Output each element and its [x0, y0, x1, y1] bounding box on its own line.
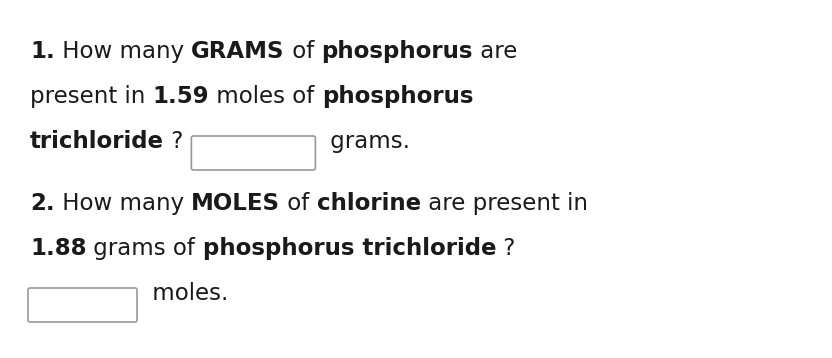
Text: How many: How many	[55, 192, 191, 215]
FancyBboxPatch shape	[191, 136, 315, 170]
Text: 1.: 1.	[30, 40, 55, 63]
Text: ?: ?	[164, 130, 183, 153]
Text: 1.59: 1.59	[152, 85, 210, 108]
Text: 2.: 2.	[30, 192, 55, 215]
Text: are present in: are present in	[421, 192, 587, 215]
Text: of: of	[285, 40, 321, 63]
Text: moles.: moles.	[145, 282, 228, 305]
Text: phosphorus: phosphorus	[321, 40, 473, 63]
Text: present in: present in	[30, 85, 152, 108]
Text: of: of	[280, 192, 316, 215]
Text: How many: How many	[55, 40, 191, 63]
Text: ?: ?	[496, 237, 516, 260]
Text: MOLES: MOLES	[191, 192, 280, 215]
FancyBboxPatch shape	[28, 288, 137, 322]
Text: are: are	[473, 40, 517, 63]
Text: 1.88: 1.88	[30, 237, 87, 260]
Text: grams.: grams.	[324, 130, 410, 153]
Text: chlorine: chlorine	[316, 192, 421, 215]
Text: moles of: moles of	[210, 85, 322, 108]
Text: grams of: grams of	[87, 237, 203, 260]
Text: phosphorus: phosphorus	[322, 85, 473, 108]
Text: GRAMS: GRAMS	[191, 40, 285, 63]
Text: trichloride: trichloride	[30, 130, 164, 153]
Text: phosphorus trichloride: phosphorus trichloride	[203, 237, 496, 260]
